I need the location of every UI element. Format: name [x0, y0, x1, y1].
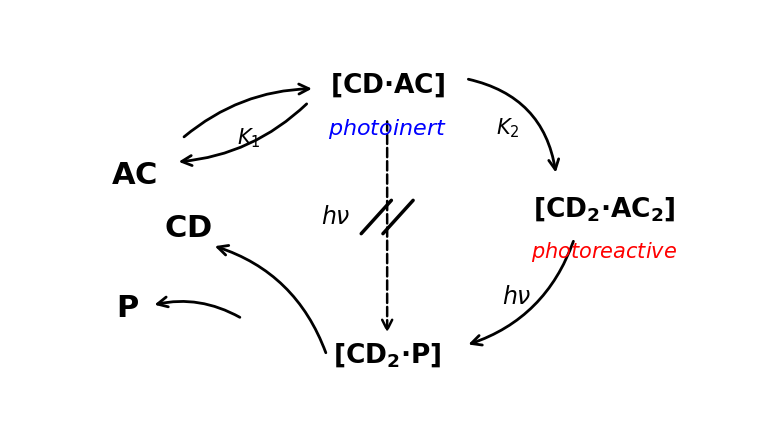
Text: $\mathbf{P}$: $\mathbf{P}$: [116, 294, 139, 323]
Text: $h\nu$: $h\nu$: [502, 285, 532, 309]
Text: $h\nu$: $h\nu$: [321, 205, 351, 229]
Text: $K_1$: $K_1$: [237, 127, 260, 150]
Text: $\mathbf{AC}$: $\mathbf{AC}$: [111, 161, 157, 190]
Text: $\it{photoinert}$: $\it{photoinert}$: [328, 116, 446, 141]
Text: $\mathbf{[CD{\cdot}AC]}$: $\mathbf{[CD{\cdot}AC]}$: [330, 71, 445, 99]
Text: $\it{photoreactive}$: $\it{photoreactive}$: [531, 240, 678, 264]
Text: $\mathbf{[CD_2{\cdot}P]}$: $\mathbf{[CD_2{\cdot}P]}$: [333, 341, 441, 369]
Text: $\mathbf{CD}$: $\mathbf{CD}$: [164, 214, 212, 243]
Text: $\mathbf{[CD_2{\cdot}AC_2]}$: $\mathbf{[CD_2{\cdot}AC_2]}$: [533, 195, 676, 223]
Text: $K_2$: $K_2$: [496, 117, 520, 140]
